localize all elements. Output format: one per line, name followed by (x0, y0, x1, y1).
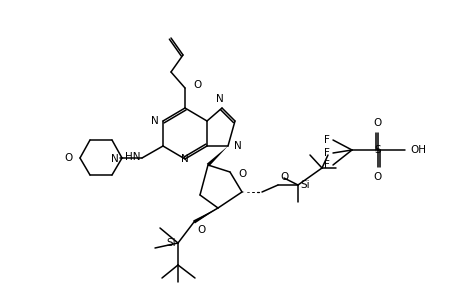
Text: O: O (196, 225, 205, 235)
Text: S: S (374, 145, 381, 155)
Text: F: F (324, 148, 329, 158)
Text: O: O (373, 172, 381, 182)
Text: O: O (280, 172, 288, 182)
Text: N: N (216, 94, 224, 104)
Text: O: O (65, 153, 73, 163)
Text: N: N (181, 154, 189, 164)
Text: N: N (151, 116, 159, 126)
Text: N: N (234, 141, 241, 151)
Text: Si: Si (166, 238, 176, 248)
Text: O: O (237, 169, 246, 179)
Text: F: F (324, 135, 329, 145)
Text: OH: OH (409, 145, 425, 155)
Text: O: O (373, 118, 381, 128)
Text: N: N (111, 154, 119, 164)
Text: O: O (193, 80, 201, 90)
Text: Si: Si (299, 180, 309, 190)
Polygon shape (207, 146, 228, 166)
Polygon shape (193, 208, 218, 224)
Text: HN: HN (125, 152, 141, 162)
Text: F: F (324, 160, 329, 170)
